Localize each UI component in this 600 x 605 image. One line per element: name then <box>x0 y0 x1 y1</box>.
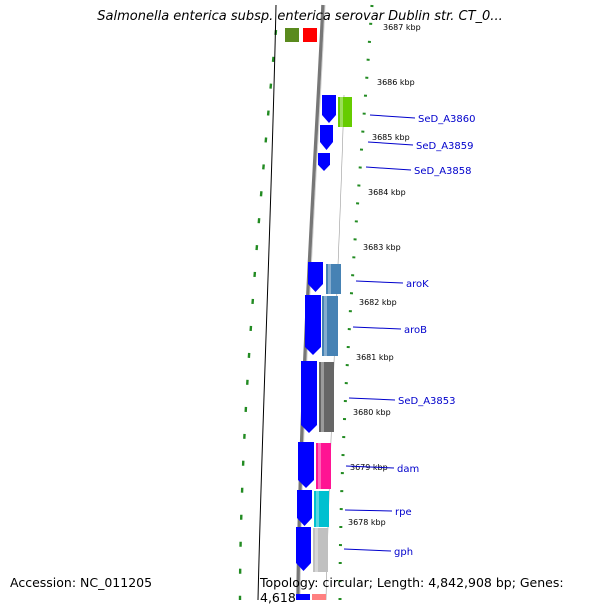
gene-dam-forward-block-shine <box>318 443 321 489</box>
partial-feature-pink <box>312 594 326 600</box>
outer-frame-line <box>257 4 277 600</box>
gene-label-rpe: rpe <box>395 507 412 518</box>
partial-feature-red <box>303 28 317 42</box>
top-partial-features <box>285 28 317 42</box>
kbp-label-3682: 3682 kbp <box>359 298 397 307</box>
gene-gph-label-line <box>343 548 392 552</box>
gene-sed-a3853-forward-block-shine <box>321 362 324 432</box>
kbp-label-3678: 3678 kbp <box>348 518 386 527</box>
gene-label-sed-a3860: SeD_A3860 <box>418 114 476 125</box>
gene-gph-forward-block <box>313 528 328 572</box>
gene-sed-a3858-reverse-arrow <box>318 153 330 171</box>
gene-sed-a3859-reverse-arrow <box>320 125 333 150</box>
gene-label-sed-a3853: SeD_A3853 <box>398 396 456 407</box>
gene-label-sed-a3858: SeD_A3858 <box>414 166 472 177</box>
gene-arok-forward-block <box>326 264 341 294</box>
gene-arok-label-line <box>355 280 404 284</box>
gene-label-arok: aroK <box>406 279 429 290</box>
kbp-tick-labels: 3687 kbp 3686 kbp 3685 kbp 3684 kbp 3683… <box>348 23 421 527</box>
gene-arob-label-line <box>352 326 402 330</box>
kbp-label-3683: 3683 kbp <box>363 243 401 252</box>
gene-dam-reverse-arrow <box>298 442 314 488</box>
kbp-label-3679: 3679 kbp <box>350 463 388 472</box>
gene-sed-a3858-label-line <box>365 166 412 171</box>
kbp-label-3685: 3685 kbp <box>372 133 410 142</box>
gene-dam-forward-block <box>316 443 331 489</box>
gene-dam-label-line <box>345 465 395 469</box>
partial-feature-blue <box>296 594 310 600</box>
gene-gph-reverse-arrow <box>296 527 311 571</box>
gene-sed-a3860-forward-block-shine <box>340 97 343 127</box>
kbp-label-3680: 3680 kbp <box>353 408 391 417</box>
gene-arob-reverse-arrow <box>305 295 321 355</box>
gene-arok-forward-block-shine <box>328 264 331 294</box>
gene-sed-a3860-reverse-arrow <box>322 95 336 123</box>
kbp-label-3686: 3686 kbp <box>377 78 415 87</box>
gene-rpe-label-line <box>344 509 393 512</box>
gene-arob-forward-block-shine <box>324 296 327 356</box>
gene-arok-reverse-arrow <box>308 262 323 292</box>
gc-skew-curve-inner <box>238 29 278 600</box>
gene-sed-a3860-forward-block <box>338 97 352 127</box>
map-title: Salmonella enterica subsp. enterica sero… <box>97 9 503 24</box>
accession-text: Accession: NC_011205 <box>10 575 153 590</box>
gene-sed-a3860-label-line <box>369 114 416 119</box>
gene-sed-a3859-label-line <box>367 141 414 146</box>
gene-sed-a3853-forward-block <box>319 362 334 432</box>
kbp-label-3687: 3687 kbp <box>383 23 421 32</box>
kbp-label-3681: 3681 kbp <box>356 353 394 362</box>
gene-rpe-forward-block <box>314 491 329 527</box>
bottom-partial-features <box>296 594 326 600</box>
gene-rpe-forward-block-shine <box>316 491 319 527</box>
topology-text: Topology: circular; Length: 4,842,908 bp… <box>260 575 564 605</box>
gene-arob-forward-block <box>322 296 338 356</box>
kbp-label-3684: 3684 kbp <box>368 188 406 197</box>
gene-label-gph: gph <box>394 547 413 558</box>
gene-rpe-reverse-arrow <box>297 490 312 526</box>
gene-sed-a3853-reverse-arrow <box>301 361 317 433</box>
partial-feature-green <box>285 28 299 42</box>
gene-sed-a3853-label-line <box>348 397 396 401</box>
gene-gph-forward-block-shine <box>315 528 318 572</box>
gene-label-sed-a3859: SeD_A3859 <box>416 141 474 152</box>
gene-label-arob: aroB <box>404 325 427 336</box>
gene-label-dam: dam <box>397 464 419 475</box>
gc-skew-curve-outer <box>338 4 374 600</box>
